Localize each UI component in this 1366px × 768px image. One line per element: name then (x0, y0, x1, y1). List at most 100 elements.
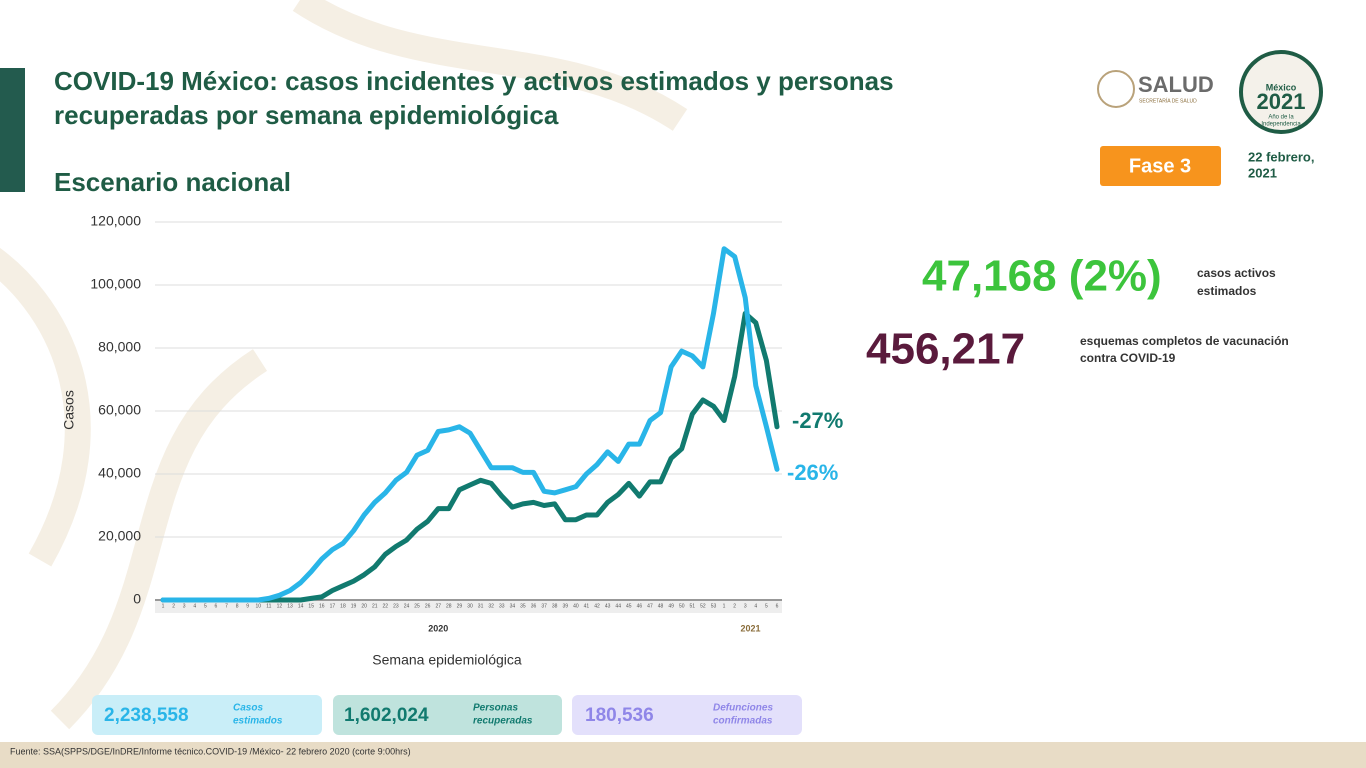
x-tick-label: 37 (541, 603, 547, 609)
x-tick-label: 3 (744, 603, 747, 609)
pattern-stroke (50, 349, 268, 730)
salud-logo: SALUD (1138, 72, 1214, 97)
accent-bar (0, 68, 25, 192)
annotation: -27% (792, 408, 843, 433)
y-tick-label: 60,000 (98, 402, 141, 418)
x-tick-label: 39 (562, 603, 568, 609)
title-line: COVID-19 México: casos incidentes y acti… (54, 66, 894, 96)
salud-emblem (1097, 70, 1135, 108)
date: 22 febrero, (1248, 149, 1314, 164)
vaccines-label: esquemas completos de vacunación (1080, 334, 1289, 348)
x-tick-label: 6 (215, 603, 218, 609)
x-tick-label: 51 (690, 603, 696, 609)
x-tick-label: 48 (658, 603, 664, 609)
x-tick-label: 20 (361, 603, 367, 609)
x-tick-label: 2 (733, 603, 736, 609)
x-tick-label: 45 (626, 603, 632, 609)
x-tick-label: 22 (383, 603, 389, 609)
x-tick-label: 30 (467, 603, 473, 609)
logo-text: Año de la (1268, 115, 1294, 121)
vaccines: 456,217 (866, 325, 1025, 374)
box-label: estimados (233, 716, 283, 727)
x-tick-label: 27 (435, 603, 441, 609)
box-value: 2,238,558 (104, 705, 189, 726)
box-label: Personas (473, 703, 518, 714)
x-tick-label: 19 (351, 603, 357, 609)
x-tick-label: 2 (172, 603, 175, 609)
chart: Casos Semana epidemiológica -27% -26% 0 2… (61, 213, 844, 668)
x-tick-label: 15 (308, 603, 314, 609)
x-tick-label: 1 (723, 603, 726, 609)
x-tick-label: 49 (668, 603, 674, 609)
subtitle: Escenario nacional (54, 167, 291, 197)
x-tick-label: 47 (647, 603, 653, 609)
box-label: Defunciones (713, 703, 773, 714)
x-tick-label: 32 (488, 603, 494, 609)
logo-text: 2021 (1257, 89, 1306, 114)
x-tick-label: 25 (414, 603, 420, 609)
box-value: 1,602,024 (344, 705, 429, 726)
x-tick-label: 18 (340, 603, 346, 609)
y-tick-label: 20,000 (98, 528, 141, 544)
y-tick-label: 120,000 (90, 213, 141, 229)
salud-logo-sub: SECRETARÍA DE SALUD (1139, 97, 1197, 104)
y-tick-label: 0 (133, 591, 141, 607)
x-tick-label: 33 (499, 603, 505, 609)
x-tick-label: 42 (594, 603, 600, 609)
x-tick-label: 43 (605, 603, 611, 609)
logo-text: Independencia (1261, 122, 1301, 128)
logo-text: México (1266, 82, 1297, 92)
vaccines-label: contra COVID-19 (1080, 351, 1176, 365)
box-label: confirmadas (713, 716, 773, 727)
box-label: Casos (233, 703, 263, 714)
x-tick-label: 41 (584, 603, 590, 609)
box-value: 180,536 (585, 705, 654, 726)
x-tick-label: 12 (277, 603, 283, 609)
title-line: recuperadas por semana epidemiológica (54, 100, 559, 130)
x-axis-band (155, 601, 782, 613)
active-label: estimados (1197, 284, 1257, 298)
x-tick-label: 40 (573, 603, 579, 609)
x-tick-label: 16 (319, 603, 325, 609)
y-tick-label: 40,000 (98, 465, 141, 481)
logo-2021 (1239, 50, 1323, 134)
x-tick-label: 31 (478, 603, 484, 609)
phase-badge (1100, 146, 1221, 186)
box-label: recuperadas (473, 716, 533, 727)
y-axis-label: Casos (61, 390, 77, 430)
x-tick-label: 29 (457, 603, 463, 609)
annotation: -26% (787, 460, 838, 485)
box (572, 695, 802, 735)
x-tick-label: 8 (236, 603, 239, 609)
phase-text: Fase 3 (1129, 155, 1191, 177)
date: 2021 (1248, 165, 1277, 180)
x-tick-label: 17 (330, 603, 336, 609)
x-tick-label: 11 (266, 603, 271, 609)
active-cases: 47,168 (2%) (922, 252, 1162, 301)
footer: Fuente: SSA(SPPS/DGE/InDRE/Informe técni… (10, 746, 411, 756)
x-tick-label: 4 (754, 603, 757, 609)
x-tick-label: 13 (287, 603, 293, 609)
x-tick-label: 14 (298, 603, 304, 609)
x-tick-label: 28 (446, 603, 452, 609)
active-label: casos activos (1197, 266, 1276, 280)
x-tick-label: 50 (679, 603, 685, 609)
pattern-stroke (0, 247, 91, 567)
x-tick-label: 6 (776, 603, 779, 609)
y-tick-label: 80,000 (98, 339, 141, 355)
x-tick-label: 10 (255, 603, 261, 609)
pattern-stroke (292, 0, 688, 131)
x-group-label: 2020 (428, 623, 448, 633)
box (92, 695, 322, 735)
x-tick-label: 34 (510, 603, 516, 609)
x-tick-label: 5 (765, 603, 768, 609)
x-tick-label: 24 (404, 603, 410, 609)
footer-band (0, 742, 1366, 768)
x-tick-label: 35 (520, 603, 526, 609)
y-tick-label: 100,000 (90, 276, 141, 292)
x-tick-label: 23 (393, 603, 399, 609)
x-tick-label: 46 (637, 603, 643, 609)
background-pattern (0, 0, 688, 730)
x-tick-label: 5 (204, 603, 207, 609)
